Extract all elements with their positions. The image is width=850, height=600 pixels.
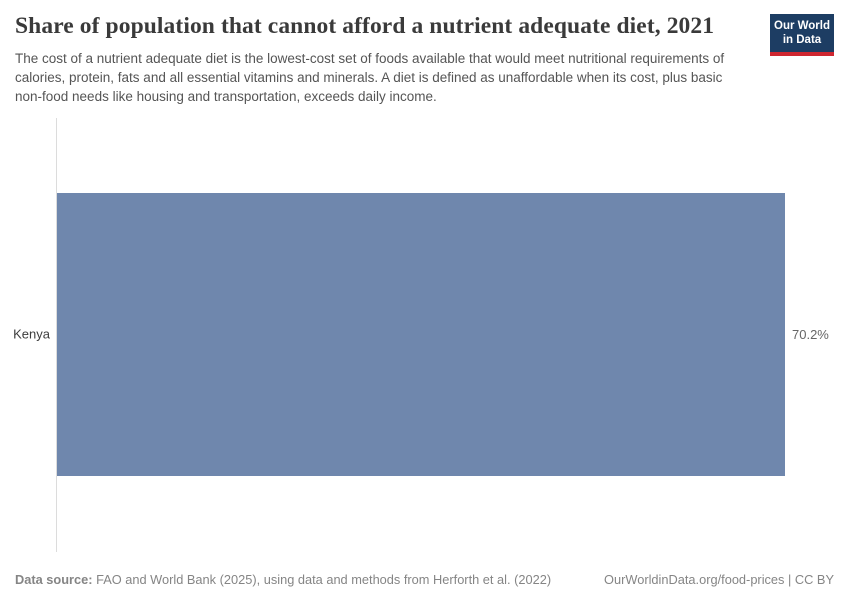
bar-row: 70.2% <box>57 193 829 476</box>
owid-logo: Our World in Data <box>770 14 834 56</box>
bar-kenya[interactable] <box>57 193 785 476</box>
data-source-label: Data source: <box>15 572 93 587</box>
chart-title: Share of population that cannot afford a… <box>15 13 715 39</box>
data-source-note: Data source: FAO and World Bank (2025), … <box>15 572 551 587</box>
attribution-link: OurWorldinData.org/food-prices | CC BY <box>604 572 834 587</box>
bar-chart-plot: Kenya 70.2% <box>0 118 850 552</box>
chart-footer: Data source: FAO and World Bank (2025), … <box>15 572 834 587</box>
owid-logo-line1: Our World <box>774 20 831 32</box>
value-label-kenya: 70.2% <box>792 327 829 342</box>
category-label-kenya: Kenya <box>13 326 50 342</box>
chart-subtitle: The cost of a nutrient adequate diet is … <box>15 51 725 104</box>
y-axis-line <box>56 118 57 552</box>
owid-logo-line2: in Data <box>782 33 822 46</box>
data-source-text: FAO and World Bank (2025), using data an… <box>92 572 552 587</box>
